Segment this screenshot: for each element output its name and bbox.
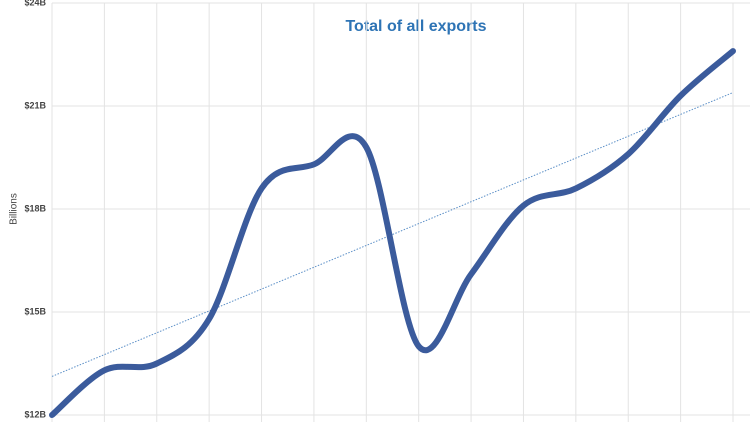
y-tick-label: $21B <box>24 100 46 110</box>
trendline <box>51 92 734 377</box>
y-tick-label: $12B <box>24 409 46 419</box>
chart-title: Total of all exports <box>345 18 486 35</box>
y-tick-label: $18B <box>24 203 46 213</box>
data-line <box>49 48 736 418</box>
y-axis-label: Billions <box>9 193 20 225</box>
y-tick-label: $15B <box>24 306 46 316</box>
y-tick-label: $24B <box>24 0 46 7</box>
